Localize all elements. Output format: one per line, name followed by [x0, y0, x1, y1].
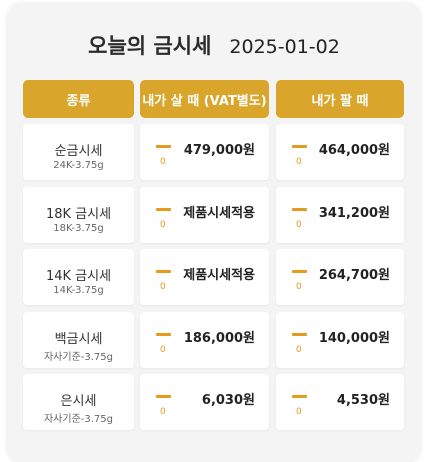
minus-dash-icon — [156, 145, 171, 148]
minus-dash-icon — [292, 270, 307, 273]
table-row-type-cell: 순금시세 24K-3.75g — [23, 124, 134, 180]
sell-price: 341,200원 — [318, 206, 390, 221]
sell-price: 4,530원 — [336, 393, 390, 408]
buy-change-value: 0 — [160, 282, 166, 292]
metal-unit: 14K-3.75g — [53, 285, 104, 296]
sell-price: 464,000원 — [318, 143, 390, 158]
column-header-type: 종류 — [23, 80, 134, 118]
table-row-type-cell: 14K 금시세 14K-3.75g — [23, 249, 134, 305]
metal-name: 순금시세 — [54, 144, 103, 159]
buy-price: 제품시세적용 — [183, 206, 255, 221]
column-header-buy: 내가 살 때 (VAT별도) — [140, 80, 269, 118]
page-title: 오늘의 금시세 2025-01-02 — [8, 30, 420, 60]
buy-price: 제품시세적용 — [183, 268, 255, 283]
sell-price-cell: 0 140,000원 — [276, 312, 404, 368]
sell-price-cell: 0 264,700원 — [276, 249, 404, 305]
title-text: 오늘의 금시세 — [88, 34, 212, 58]
minus-dash-icon — [292, 145, 307, 148]
metal-unit: 24K-3.75g — [53, 160, 104, 171]
metal-name: 백금시세 — [54, 332, 103, 347]
minus-dash-icon — [156, 270, 171, 273]
sell-price-cell: 0 341,200원 — [276, 187, 404, 243]
sell-price: 140,000원 — [318, 331, 390, 346]
buy-price-cell: 0 제품시세적용 — [140, 249, 269, 305]
buy-price-cell: 0 479,000원 — [140, 124, 269, 180]
sell-price: 264,700원 — [318, 268, 390, 283]
buy-change-value: 0 — [160, 345, 166, 355]
sell-price-cell: 0 464,000원 — [276, 124, 404, 180]
sell-change-value: 0 — [296, 282, 302, 292]
buy-price-cell: 0 186,000원 — [140, 312, 269, 368]
metal-name: 은시세 — [60, 394, 97, 409]
price-date: 2025-01-02 — [229, 36, 340, 58]
minus-dash-icon — [292, 395, 307, 398]
buy-change-value: 0 — [160, 157, 166, 167]
buy-price-cell: 0 제품시세적용 — [140, 187, 269, 243]
minus-dash-icon — [156, 208, 171, 211]
metal-unit: 자사기준-3.75g — [43, 414, 114, 425]
metal-name: 14K 금시세 — [45, 269, 112, 284]
minus-dash-icon — [156, 333, 171, 336]
minus-dash-icon — [292, 208, 307, 211]
buy-change-value: 0 — [160, 407, 166, 417]
buy-price: 6,030원 — [201, 393, 255, 408]
sell-change-value: 0 — [296, 407, 302, 417]
column-header-sell: 내가 팔 때 — [276, 80, 404, 118]
sell-change-value: 0 — [296, 157, 302, 167]
buy-price-cell: 0 6,030원 — [140, 374, 269, 430]
minus-dash-icon — [156, 395, 171, 398]
buy-change-value: 0 — [160, 220, 166, 230]
metal-unit: 18K-3.75g — [53, 223, 104, 234]
minus-dash-icon — [292, 333, 307, 336]
metal-unit: 자사기준-3.75g — [43, 352, 114, 363]
sell-change-value: 0 — [296, 345, 302, 355]
table-row-type-cell: 18K 금시세 18K-3.75g — [23, 187, 134, 243]
buy-price: 186,000원 — [183, 331, 255, 346]
buy-price: 479,000원 — [183, 143, 255, 158]
sell-change-value: 0 — [296, 220, 302, 230]
sell-price-cell: 0 4,530원 — [276, 374, 404, 430]
metal-name: 18K 금시세 — [45, 207, 112, 222]
